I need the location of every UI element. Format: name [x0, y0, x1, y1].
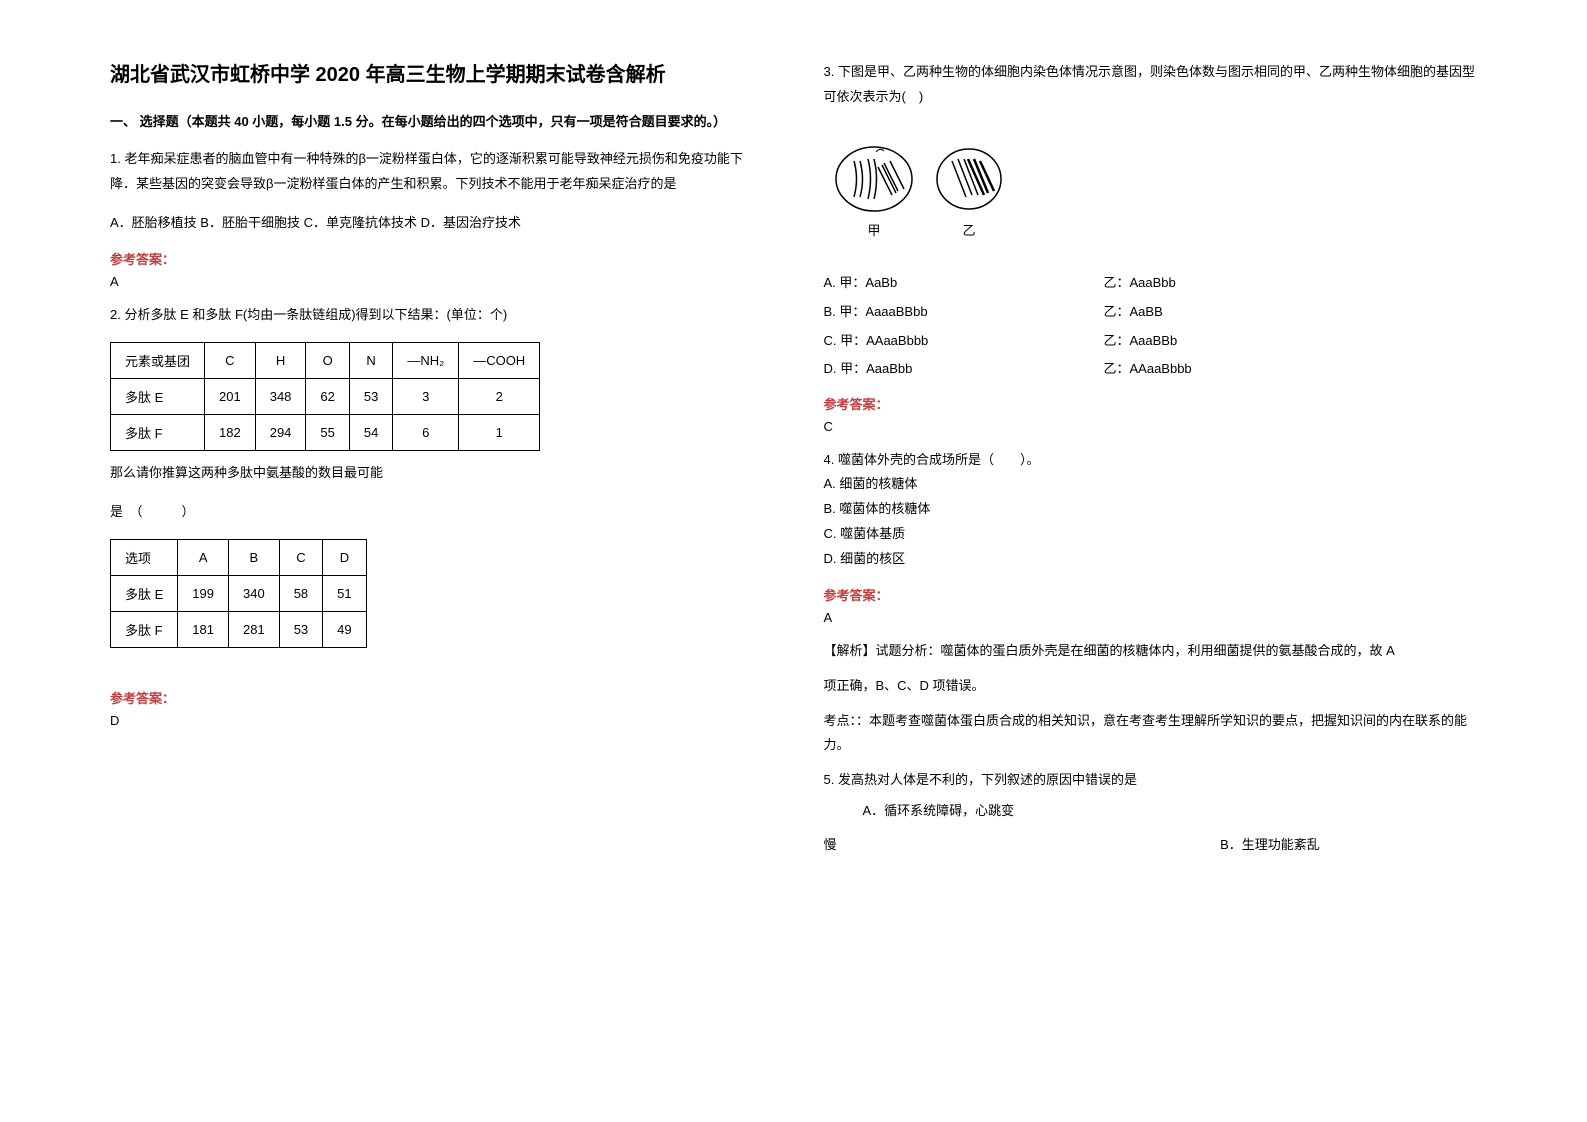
q2-answer: D: [110, 713, 764, 728]
option: A. 甲：AaBb: [824, 269, 1024, 298]
answer-label: 参考答案：: [824, 585, 1478, 604]
table-cell: 53: [349, 379, 392, 415]
question-3: 3. 下图是甲、乙两种生物的体细胞内染色体情况示意图，则染色体数与图示相同的甲、…: [824, 60, 1478, 109]
table-cell: 294: [255, 415, 306, 451]
page-title: 湖北省武汉市虹桥中学 2020 年高三生物上学期期末试卷含解析: [110, 60, 764, 90]
option: B．生理功能紊乱: [1220, 833, 1320, 858]
option: C. 噬菌体基质: [824, 522, 1478, 547]
table-header: —NH₂: [393, 343, 459, 379]
table-cell: 340: [229, 575, 280, 611]
q3-options: A. 甲：AaBb 乙：AaaBbb B. 甲：AaaaBBbb 乙：AaBB …: [824, 269, 1478, 383]
q3-text: 3. 下图是甲、乙两种生物的体细胞内染色体情况示意图，则染色体数与图示相同的甲、…: [824, 60, 1478, 109]
option: 乙：AAaaBbbb: [1104, 355, 1304, 384]
table-cell: 182: [205, 415, 256, 451]
q4-analysis2: 项正确，B、C、D 项错误。: [824, 674, 1478, 699]
q1-options: A．胚胎移植技 B．胚胎干细胞技 C．单克隆抗体技术 D．基因治疗技术: [110, 211, 764, 236]
section-header: 一、 选择题（本题共 40 小题，每小题 1.5 分。在每小题给出的四个选项中，…: [110, 110, 764, 133]
table-cell: 1: [459, 415, 540, 451]
option-part: 慢: [824, 837, 837, 852]
q3-answer: C: [824, 419, 1478, 434]
table-header: N: [349, 343, 392, 379]
table-header: B: [229, 539, 280, 575]
table-cell: 多肽 E: [111, 379, 205, 415]
option: 乙：AaaBBb: [1104, 327, 1304, 356]
answer-label: 参考答案：: [110, 688, 764, 707]
table-header: 元素或基团: [111, 343, 205, 379]
question-2: 2. 分析多肽 E 和多肽 F(均由一条肽链组成)得到以下结果：(单位：个): [110, 303, 764, 328]
table-cell: 55: [306, 415, 349, 451]
table-header: 选项: [111, 539, 178, 575]
question-4: 4. 噬菌体外壳的合成场所是（ ）。 A. 细菌的核糖体 B. 噬菌体的核糖体 …: [824, 448, 1478, 571]
table-cell: 3: [393, 379, 459, 415]
table-cell: 多肽 F: [111, 611, 178, 647]
q4-text: 4. 噬菌体外壳的合成场所是（ ）。: [824, 448, 1478, 473]
option: A. 细菌的核糖体: [824, 472, 1478, 497]
table-header: H: [255, 343, 306, 379]
option: B. 噬菌体的核糖体: [824, 497, 1478, 522]
option: 乙：AaaBbb: [1104, 269, 1304, 298]
q2-mid-text: 那么请你推算这两种多肽中氨基酸的数目最可能: [110, 461, 764, 486]
q4-answer: A: [824, 610, 1478, 625]
option: B. 甲：AaaaBBbb: [824, 298, 1024, 327]
option: A．循环系统障碍，心跳变: [863, 799, 1478, 824]
diagram-label-jia: 甲: [867, 223, 880, 238]
table-cell: 51: [323, 575, 366, 611]
table-header: A: [178, 539, 229, 575]
table-cell: 348: [255, 379, 306, 415]
diagram-label-yi: 乙: [962, 223, 975, 238]
table-header: O: [306, 343, 349, 379]
table-cell: 181: [178, 611, 229, 647]
table-cell: 199: [178, 575, 229, 611]
cell-diagram: 甲 乙: [824, 137, 1024, 242]
table-header: D: [323, 539, 366, 575]
q2-table1: 元素或基团 C H O N —NH₂ —COOH 多肽 E 201 348 62…: [110, 342, 540, 451]
question-5: 5. 发高热对人体是不利的，下列叙述的原因中错误的是 A．循环系统障碍，心跳变 …: [824, 768, 1478, 858]
table-cell: 58: [279, 575, 322, 611]
q1-text: 1. 老年痴呆症患者的脑血管中有一种特殊的β一淀粉样蛋白体，它的逐渐积累可能导致…: [110, 147, 764, 196]
q2-text: 2. 分析多肽 E 和多肽 F(均由一条肽链组成)得到以下结果：(单位：个): [110, 303, 764, 328]
q1-answer: A: [110, 274, 764, 289]
table-cell: 多肽 F: [111, 415, 205, 451]
table-cell: 201: [205, 379, 256, 415]
table-header: C: [205, 343, 256, 379]
q4-analysis1: 【解析】试题分析：噬菌体的蛋白质外壳是在细菌的核糖体内，利用细菌提供的氨基酸合成…: [824, 639, 1478, 664]
table-cell: 2: [459, 379, 540, 415]
table-cell: 多肽 E: [111, 575, 178, 611]
table-cell: 53: [279, 611, 322, 647]
question-1: 1. 老年痴呆症患者的脑血管中有一种特殊的β一淀粉样蛋白体，它的逐渐积累可能导致…: [110, 147, 764, 196]
table-cell: 6: [393, 415, 459, 451]
table-header: C: [279, 539, 322, 575]
table-cell: 62: [306, 379, 349, 415]
table-header: —COOH: [459, 343, 540, 379]
q5-text: 5. 发高热对人体是不利的，下列叙述的原因中错误的是: [824, 768, 1478, 793]
q2-mid-text2: 是 （ ）: [110, 500, 764, 525]
option: D. 甲：AaaBbb: [824, 355, 1024, 384]
option: C. 甲：AAaaBbbb: [824, 327, 1024, 356]
q4-analysis3: 考点：：本题考查噬菌体蛋白质合成的相关知识，意在考查考生理解所学知识的要点，把握…: [824, 709, 1478, 758]
q2-table2: 选项 A B C D 多肽 E 199 340 58 51 多肽 F 181 2…: [110, 539, 367, 648]
table-cell: 54: [349, 415, 392, 451]
option: D. 细菌的核区: [824, 547, 1478, 572]
answer-label: 参考答案：: [824, 394, 1478, 413]
table-cell: 49: [323, 611, 366, 647]
answer-label: 参考答案：: [110, 249, 764, 268]
option: 乙：AaBB: [1104, 298, 1304, 327]
table-cell: 281: [229, 611, 280, 647]
